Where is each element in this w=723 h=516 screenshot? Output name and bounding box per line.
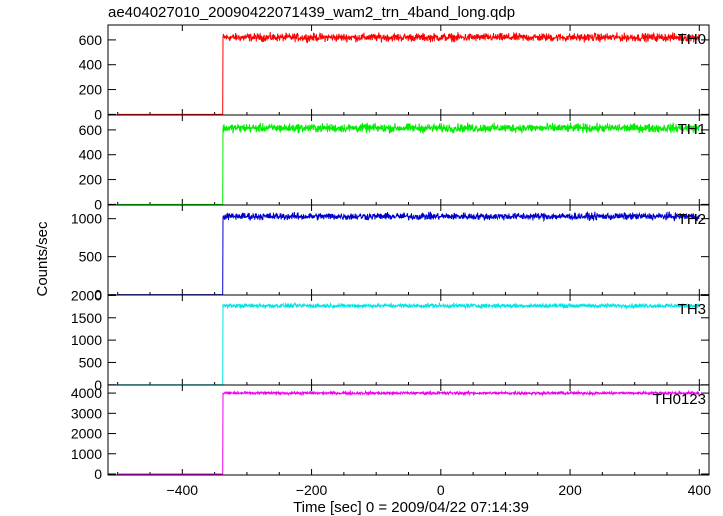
y-tick-label: 2000 [71,287,102,303]
panels-layer: 0 200 400 600 TH0 0 200 400 600 TH1 0 500 1000 TH2 0 50… [71,24,710,482]
panel-th0: 0 200 400 600 TH0 [79,24,710,122]
y-tick-label: 1000 [71,211,102,227]
series-line-th0 [117,31,700,115]
y-tick-label: 200 [79,172,103,188]
panel-frame [107,384,710,476]
y-tick-label: 500 [79,249,103,265]
y-tick-label: 500 [79,354,103,370]
panel-label-th0123: TH0123 [653,391,706,408]
x-tick-label: 400 [688,482,712,498]
panel-label-th3: TH3 [678,301,706,318]
y-axis-label: Counts/sec [34,221,51,297]
y-tick-label: 1500 [71,310,102,326]
y-tick-label: 0 [94,196,102,212]
x-tick-label: −200 [296,482,328,498]
series-line-th2 [117,211,700,296]
series-line-th1 [117,121,700,205]
panel-th1: 0 200 400 600 TH1 [79,114,710,212]
panel-label-th1: TH1 [678,121,706,138]
panel-th0123: 0 1000 2000 3000 4000 TH0123 [71,384,710,482]
y-tick-label: 0 [94,106,102,122]
panel-th3: 0 500 1000 1500 2000 TH3 [71,287,710,393]
y-tick-label: 400 [79,147,103,163]
y-tick-label: 200 [79,82,103,98]
panel-label-th0: TH0 [678,31,706,48]
x-axis-label: Time [sec] 0 = 2009/04/22 07:14:39 [293,499,529,516]
panel-frame [107,294,710,386]
y-tick-label: 0 [94,287,102,303]
x-axis: −400 −200 0 200 400 [167,482,712,498]
chart-title: ae404027010_20090422071439_wam2_trn_4ban… [108,4,516,21]
y-tick-label: 400 [79,57,103,73]
panel-th2: 0 500 1000 TH2 [71,204,710,303]
y-tick-label: 0 [94,466,102,482]
x-tick-label: 200 [558,482,582,498]
y-tick-label: 1000 [71,332,102,348]
y-tick-label: 600 [79,32,103,48]
y-tick-label: 3000 [71,405,102,421]
x-tick-label: 0 [437,482,445,498]
y-tick-label: 0 [94,377,102,393]
y-tick-label: 2000 [71,426,102,442]
y-tick-label: 1000 [71,446,102,462]
series-line-th3 [117,301,700,386]
series-line-th0123 [117,389,700,475]
y-tick-label: 4000 [71,385,102,401]
y-tick-label: 600 [79,122,103,138]
panel-label-th2: TH2 [678,211,706,228]
x-tick-label: −400 [167,482,199,498]
